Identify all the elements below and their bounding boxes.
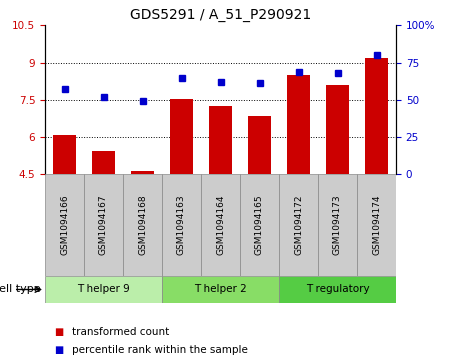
Bar <box>162 174 201 276</box>
Text: GSM1094173: GSM1094173 <box>333 195 342 256</box>
Bar <box>240 174 279 276</box>
Text: percentile rank within the sample: percentile rank within the sample <box>72 345 248 355</box>
Text: GSM1094165: GSM1094165 <box>255 195 264 256</box>
Bar <box>357 174 396 276</box>
Bar <box>45 276 162 303</box>
Bar <box>209 106 232 174</box>
Bar <box>248 116 271 174</box>
Bar <box>53 135 76 174</box>
Bar <box>279 174 318 276</box>
Bar <box>326 85 349 174</box>
Bar <box>318 174 357 276</box>
Text: ■: ■ <box>54 345 63 355</box>
Text: T regulatory: T regulatory <box>306 285 369 294</box>
Bar <box>287 75 310 174</box>
Text: GSM1094166: GSM1094166 <box>60 195 69 256</box>
Bar <box>170 99 193 174</box>
Bar <box>45 174 84 276</box>
Bar <box>279 276 396 303</box>
Text: T helper 2: T helper 2 <box>194 285 247 294</box>
Text: ■: ■ <box>54 327 63 337</box>
Title: GDS5291 / A_51_P290921: GDS5291 / A_51_P290921 <box>130 8 311 22</box>
Text: GSM1094172: GSM1094172 <box>294 195 303 255</box>
Bar <box>92 151 115 174</box>
Bar <box>162 276 279 303</box>
Text: GSM1094163: GSM1094163 <box>177 195 186 256</box>
Bar <box>365 58 388 174</box>
Text: transformed count: transformed count <box>72 327 169 337</box>
Bar <box>201 174 240 276</box>
Text: GSM1094174: GSM1094174 <box>372 195 381 255</box>
Text: GSM1094168: GSM1094168 <box>138 195 147 256</box>
Text: GSM1094164: GSM1094164 <box>216 195 225 255</box>
Text: cell type: cell type <box>0 285 40 294</box>
Bar <box>84 174 123 276</box>
Bar <box>123 174 162 276</box>
Text: GSM1094167: GSM1094167 <box>99 195 108 256</box>
Bar <box>131 171 154 174</box>
Text: T helper 9: T helper 9 <box>77 285 130 294</box>
